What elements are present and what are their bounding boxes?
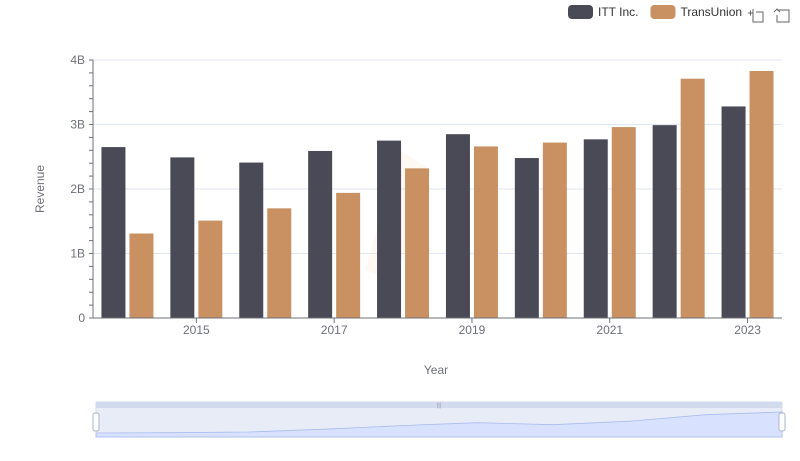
bar-transunion-2016 [267,208,292,318]
zoom-icon[interactable] [748,9,764,23]
bar-itt-inc--2019 [445,134,470,318]
bar-itt-inc--2014 [101,147,126,318]
bar-transunion-2022 [680,78,705,318]
bar-transunion-2018 [405,168,430,318]
bar-transunion-2019 [473,146,498,318]
y-tick-label: 3B [70,118,85,132]
x-tick-label: 2015 [183,323,210,337]
grid [93,59,782,254]
data-zoom-grip-icon[interactable]: ||| [437,403,442,409]
data-zoom-preview [95,411,783,438]
legend-swatch [568,5,593,19]
y-tick-label: 4B [70,53,85,67]
x-tick-labels: 2015 2017 2019 2021 2023 [183,318,761,337]
bar-transunion-2023 [749,70,774,318]
data-zoom-left-handle[interactable] [92,412,100,432]
bar-transunion-2021 [611,127,636,318]
bar-itt-inc--2018 [377,140,402,318]
bar-transunion-2014 [129,233,154,318]
bar-itt-inc--2016 [239,162,264,318]
bars [101,70,774,319]
bar-transunion-2017 [336,192,361,318]
legend-swatch [650,5,676,19]
bar-itt-inc--2022 [652,125,677,319]
bar-itt-inc--2021 [583,139,608,318]
data-zoom-slider[interactable]: ||| [92,401,786,438]
y-tick-labels: 0 1B 2B 3B 4B [70,53,85,325]
bar-transunion-2020 [542,142,567,318]
x-tick-label: 2019 [459,323,486,337]
legend-label: TransUnion [680,5,742,19]
x-tick-label: 2017 [321,323,348,337]
restore-icon[interactable] [773,8,790,23]
bar-itt-inc--2023 [721,106,746,318]
data-zoom-top-bar[interactable] [96,402,782,408]
bar-itt-inc--2020 [514,158,539,318]
y-axis-title: Revenue [33,165,47,213]
y-tick-label: 2B [70,182,85,196]
bar-itt-inc--2017 [308,150,333,318]
y-tick-label: 1B [70,247,85,261]
x-axis-title: Year [424,363,448,377]
x-tick-label: 2021 [596,323,623,337]
bar-transunion-2015 [198,220,223,318]
data-zoom-right-handle[interactable] [778,412,786,432]
y-tick-label: 0 [78,311,85,325]
x-tick-label: 2023 [734,323,761,337]
bar-itt-inc--2015 [170,157,195,318]
legend-label: ITT Inc. [598,5,638,19]
toolbox [748,8,790,23]
axes [89,59,782,319]
legend: ITT Inc. TransUnion [568,5,742,19]
